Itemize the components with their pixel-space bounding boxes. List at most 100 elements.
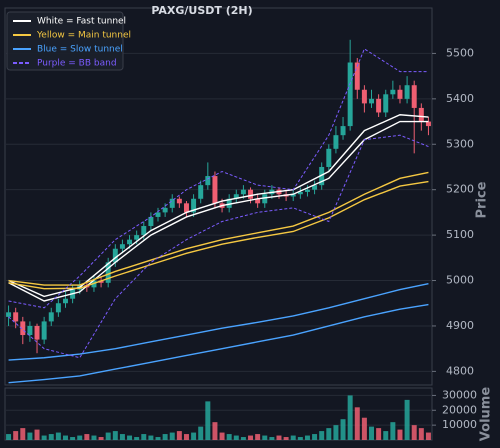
- volume-bar: [105, 432, 111, 440]
- volume-bar: [127, 435, 133, 440]
- candle-body: [134, 235, 140, 240]
- candle-body: [290, 194, 296, 197]
- candle-body: [34, 325, 40, 340]
- candle-body: [119, 244, 125, 249]
- candle-body: [297, 191, 303, 195]
- volume-bar: [212, 422, 218, 440]
- volume-bar: [425, 432, 431, 440]
- volume-bar: [134, 437, 140, 440]
- candle-body: [191, 198, 197, 213]
- volume-bar: [155, 437, 161, 440]
- volume-bar: [63, 435, 68, 440]
- candle-body: [376, 98, 382, 113]
- legend-label: Yellow = Main tunnel: [36, 31, 131, 41]
- volume-bar: [312, 434, 318, 440]
- candle-body: [162, 207, 168, 213]
- volume-bar: [27, 432, 33, 440]
- candle-body: [233, 194, 239, 199]
- volume-bar: [34, 429, 40, 440]
- candle-body: [20, 321, 26, 336]
- volume-bar: [354, 407, 360, 440]
- y-tick-label: 5500: [446, 46, 474, 59]
- y-tick-label: 5100: [446, 228, 474, 241]
- candle-body: [390, 89, 396, 95]
- volume-bar: [390, 422, 396, 440]
- volume-bar: [205, 401, 211, 440]
- candle-body: [340, 126, 346, 136]
- candle-body: [63, 298, 68, 304]
- volume-bar: [304, 435, 310, 440]
- volume-bar: [255, 434, 261, 440]
- volume-bar: [361, 417, 367, 440]
- volume-bar: [48, 434, 54, 440]
- volume-bar: [283, 437, 289, 440]
- volume-tick-label: 30000: [442, 388, 477, 401]
- volume-bar: [119, 434, 125, 440]
- candle-body: [27, 325, 33, 336]
- candle-body: [226, 198, 232, 208]
- volume-bar: [411, 425, 417, 440]
- volume-bar: [191, 432, 197, 440]
- volume-bar: [169, 432, 175, 440]
- legend-label: Blue = Slow tunnel: [37, 45, 123, 55]
- tunnel-line: [8, 303, 429, 384]
- y-tick-label: 5200: [446, 183, 474, 196]
- candle-body: [248, 189, 254, 199]
- candle-body: [212, 176, 218, 204]
- volume-bar: [248, 435, 254, 440]
- volume-bar: [77, 435, 83, 440]
- volume-bar: [6, 434, 12, 440]
- candle-body: [425, 121, 431, 127]
- volume-bar: [290, 435, 296, 440]
- volume-bar: [319, 431, 325, 440]
- candle-body: [13, 312, 19, 322]
- candle-body: [304, 189, 310, 192]
- candle-body: [6, 312, 12, 317]
- volume-bar: [333, 425, 339, 440]
- volume-bar: [70, 437, 76, 440]
- legend-box: [6, 11, 124, 71]
- candle-body: [397, 89, 403, 99]
- y-tick-label: 5400: [446, 92, 474, 105]
- volume-bar: [148, 435, 154, 440]
- tunnel-line: [8, 171, 429, 286]
- volume-bar: [226, 434, 232, 440]
- volume-panel: [4, 387, 433, 441]
- volume-bar: [418, 428, 424, 440]
- y-tick-label: 5000: [446, 274, 474, 287]
- volume-axis-label: Volume: [479, 387, 494, 442]
- volume-bar: [112, 431, 118, 440]
- volume-bar: [262, 435, 268, 440]
- candle-body: [105, 262, 111, 283]
- volume-bar: [383, 431, 389, 440]
- candle-body: [262, 194, 268, 204]
- volume-tick-label: 20000: [442, 403, 477, 416]
- volume-bar: [55, 432, 61, 440]
- volume-bar: [404, 399, 410, 440]
- candle-body: [312, 185, 318, 190]
- candle-body: [255, 198, 261, 204]
- volume-bar: [219, 432, 225, 440]
- volume-bar: [269, 437, 275, 440]
- candle-body: [411, 85, 417, 108]
- volume-bar: [369, 426, 374, 440]
- volume-bar: [20, 428, 26, 440]
- volume-bar: [397, 429, 403, 440]
- volume-bar: [240, 437, 246, 440]
- candle-body: [333, 135, 339, 149]
- volume-bar: [340, 419, 346, 440]
- volume-bar: [376, 428, 382, 440]
- candle-body: [55, 303, 61, 313]
- legend-label: White = Fast tunnel: [37, 17, 126, 27]
- candle-body: [176, 198, 182, 204]
- candle-body: [418, 107, 424, 122]
- candle-body: [354, 62, 360, 90]
- candle-body: [205, 176, 211, 186]
- volume-bar: [297, 437, 303, 440]
- candle-body: [198, 185, 204, 199]
- y-tick-label: 5300: [446, 137, 474, 150]
- volume-bar: [276, 435, 282, 440]
- volume-bar: [162, 434, 168, 440]
- volume-tick-label: 10000: [442, 418, 477, 431]
